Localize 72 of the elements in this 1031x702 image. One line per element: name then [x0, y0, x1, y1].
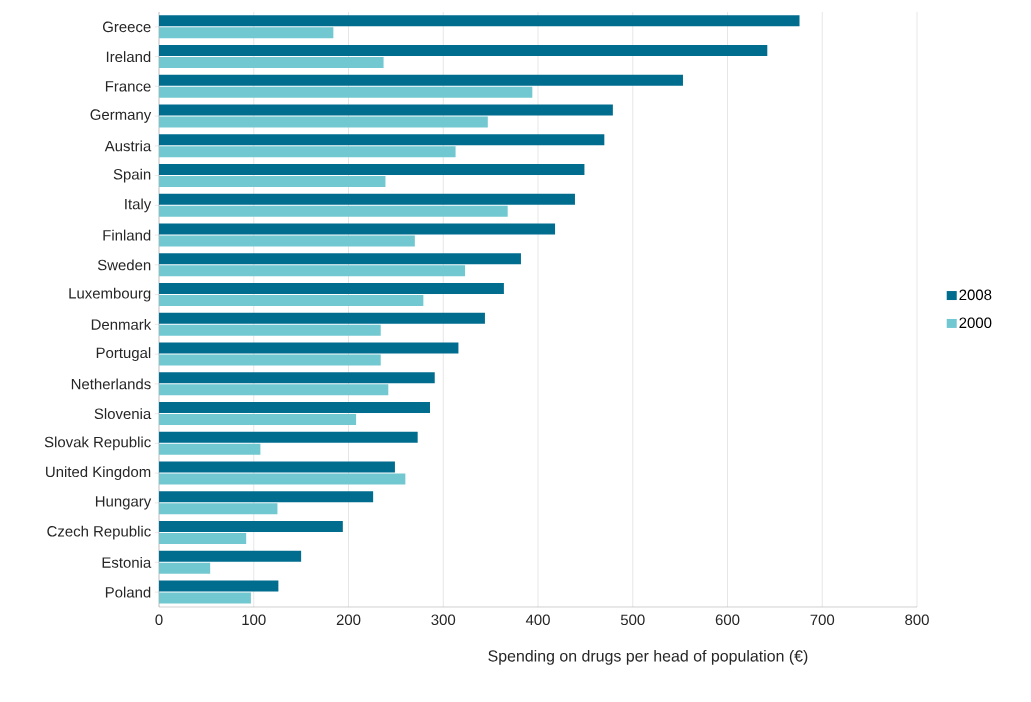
y-tick-label: Slovak Republic — [44, 436, 151, 451]
y-tick-label: Estonia — [102, 556, 152, 568]
bar — [159, 342, 459, 354]
bar — [159, 312, 485, 324]
bar — [159, 473, 406, 485]
bar — [159, 57, 384, 69]
y-tick-label: Czech Republic — [47, 525, 151, 540]
y-tick-label: France — [105, 81, 151, 92]
bar — [159, 176, 386, 188]
bar — [159, 443, 261, 455]
legend-label: 2000 — [959, 317, 992, 329]
x-tick-label: 800 — [905, 614, 929, 626]
bar — [159, 15, 800, 27]
bar — [159, 491, 374, 503]
y-tick-label: Germany — [90, 109, 152, 123]
bar — [159, 223, 556, 235]
bar — [159, 86, 533, 98]
bar — [159, 146, 456, 158]
y-tick-label: Ireland — [106, 51, 151, 63]
x-tick-label: 200 — [336, 614, 361, 626]
x-tick-label: 0 — [155, 614, 163, 626]
y-tick-label: Netherlands — [71, 378, 151, 390]
bar — [159, 104, 613, 116]
bar — [159, 592, 251, 604]
bar — [159, 116, 488, 128]
bar — [159, 74, 683, 86]
bar — [159, 324, 381, 336]
bar — [159, 580, 279, 592]
x-tick-label: 700 — [810, 614, 835, 626]
y-tick-label: Italy — [125, 198, 152, 213]
y-tick-label: Finland — [103, 229, 151, 241]
bar — [159, 354, 381, 366]
x-axis-title: Spending on drugs per head of population (€) — [488, 649, 808, 665]
y-tick-label: Greece — [102, 21, 151, 33]
bar — [159, 384, 389, 396]
bar — [159, 461, 395, 473]
y-tick-label: Luxembourg — [69, 287, 151, 302]
x-tick-label: 600 — [715, 614, 740, 626]
bar — [159, 283, 504, 295]
y-tick-label: Portugal — [96, 347, 151, 362]
bar — [159, 134, 605, 146]
x-tick-label: 100 — [242, 614, 266, 626]
bar — [159, 533, 247, 545]
bar — [159, 402, 430, 414]
y-tick-label: United Kingdom — [46, 466, 151, 481]
bar — [159, 295, 424, 307]
y-tick-label: Sweden — [97, 259, 151, 271]
x-tick-label: 500 — [620, 614, 645, 626]
bar — [159, 521, 343, 533]
y-tick-label: Austria — [104, 140, 152, 152]
y-tick-label: Poland — [105, 586, 151, 598]
y-tick-label: Slovenia — [94, 408, 152, 420]
bar — [159, 265, 466, 277]
bar — [159, 431, 418, 443]
x-tick-label: 300 — [431, 614, 456, 626]
bar — [159, 253, 521, 265]
y-tick-label: Spain — [113, 168, 151, 183]
bar — [159, 562, 211, 574]
bar — [159, 193, 575, 205]
bar — [159, 164, 585, 176]
bar — [159, 550, 302, 562]
y-tick-label: Hungary — [95, 496, 152, 510]
bar — [159, 235, 415, 247]
legend-label: 2008 — [959, 289, 992, 301]
bar — [159, 414, 357, 426]
bar — [159, 205, 508, 217]
x-tick-label: 400 — [525, 614, 550, 626]
bar — [159, 45, 768, 57]
bar — [159, 503, 278, 515]
bar — [159, 27, 334, 39]
bar — [159, 372, 435, 384]
y-tick-label: Denmark — [91, 318, 152, 330]
